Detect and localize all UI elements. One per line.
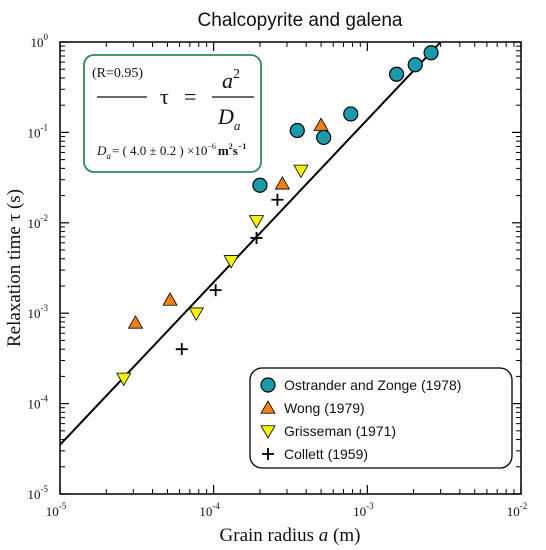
y-tick-label: 10-3 bbox=[28, 303, 49, 321]
data-point bbox=[289, 122, 305, 139]
data-point bbox=[271, 193, 284, 206]
x-tick-label: 10-3 bbox=[353, 501, 374, 519]
legend-label: Collett (1959) bbox=[284, 446, 368, 462]
x-axis-label-main: Grain radius bbox=[220, 525, 319, 546]
x-tick-label: 10-2 bbox=[507, 501, 528, 519]
data-point bbox=[209, 284, 222, 297]
legend: Ostrander and Zonge (1978) Wong (1979) Gri… bbox=[249, 367, 513, 469]
data-point bbox=[248, 215, 265, 229]
series-2 bbox=[127, 117, 329, 329]
data-point bbox=[313, 117, 329, 131]
legend-label: Ostrander and Zonge (1978) bbox=[284, 377, 461, 393]
legend-marker bbox=[262, 448, 274, 460]
data-point bbox=[293, 164, 309, 179]
y-tick-label: 10-4 bbox=[28, 394, 49, 412]
data-point bbox=[388, 66, 405, 82]
data-point bbox=[188, 307, 204, 322]
legend-marker bbox=[260, 425, 276, 439]
y-axis-label: Relaxation time τ (s) bbox=[4, 189, 25, 347]
equation-tau: τ bbox=[160, 84, 169, 109]
equation-diffusion-value: Da= ( 4.0 ± 0.2 ) ×10−6 m2s−1 bbox=[96, 142, 246, 161]
data-point bbox=[127, 315, 144, 329]
legend-label: Grisseman (1971) bbox=[284, 423, 396, 439]
x-axis-label-unit: (m) bbox=[328, 525, 360, 546]
data-point bbox=[423, 45, 439, 61]
y-tick-label: 10-2 bbox=[28, 213, 49, 231]
chart-title: Chalcopyrite and galena bbox=[198, 10, 403, 31]
equation-box-frame bbox=[83, 54, 262, 173]
data-point bbox=[162, 292, 178, 306]
x-axis-ticks: 10-5 10-4 10-3 10-2 bbox=[46, 42, 528, 519]
legend-marker bbox=[260, 400, 276, 414]
data-point bbox=[252, 177, 268, 193]
y-tick-label: 100 bbox=[31, 32, 49, 50]
y-tick-label: 10-5 bbox=[28, 484, 49, 502]
x-axis-label: Grain radius a (m) bbox=[220, 525, 361, 546]
data-markers bbox=[116, 45, 439, 387]
series-4 bbox=[175, 193, 284, 356]
series-3 bbox=[116, 164, 309, 387]
x-tick-label: 10-4 bbox=[199, 501, 220, 519]
y-tick-label: 10-1 bbox=[28, 122, 49, 140]
data-point bbox=[316, 129, 332, 146]
x-tick-label: 10-5 bbox=[46, 501, 67, 519]
y-axis-ticks: 10-5 10-4 10-3 10-2 10-1 100 bbox=[28, 32, 521, 502]
series-1 bbox=[252, 45, 439, 193]
data-point bbox=[407, 57, 423, 73]
equation-numerator: a2 bbox=[222, 67, 240, 93]
equation-box: (R=0.95) τ = a2 Da Da= ( 4.0 ± 0.2 ) ×10… bbox=[83, 54, 262, 173]
data-point bbox=[223, 255, 239, 269]
plot-frame bbox=[59, 41, 522, 495]
equation-equals: = bbox=[184, 84, 196, 109]
x-axis-label-var: a bbox=[319, 525, 329, 546]
legend-marker bbox=[260, 377, 276, 393]
data-point bbox=[250, 231, 263, 244]
legend-frame bbox=[249, 367, 513, 469]
data-point bbox=[175, 343, 188, 356]
legend-label: Wong (1979) bbox=[284, 400, 365, 416]
equation-denominator: Da bbox=[217, 104, 241, 133]
data-point bbox=[116, 372, 132, 387]
data-point bbox=[274, 175, 291, 190]
data-point bbox=[343, 106, 359, 122]
equation-r-value: (R=0.95) bbox=[92, 66, 143, 81]
